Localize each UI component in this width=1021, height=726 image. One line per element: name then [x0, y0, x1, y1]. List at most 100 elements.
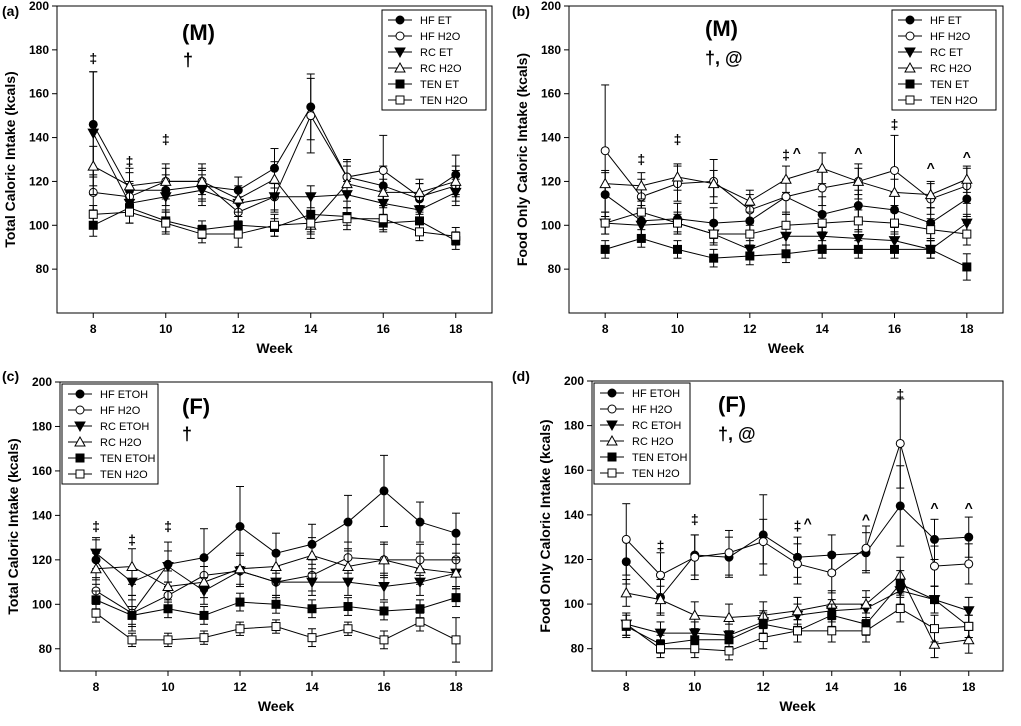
legend-symbol: [607, 404, 617, 414]
data-point: [852, 175, 865, 186]
data-point: [928, 638, 941, 649]
data-point: [620, 586, 633, 598]
significance-marker: ‡: [89, 50, 97, 66]
data-point: [827, 610, 837, 620]
x-tick-label: 16: [894, 680, 908, 694]
x-axis-label: Week: [258, 698, 295, 714]
y-tick-label: 200: [564, 374, 584, 388]
data-point: [861, 543, 871, 553]
data-point: [599, 177, 612, 189]
legend-entry: RC H2O: [100, 437, 142, 449]
plot-frame: [59, 381, 493, 672]
series-ten-h2o: [91, 603, 461, 663]
data-point: [793, 626, 802, 636]
legend-entry: HF ET: [420, 15, 452, 27]
data-point: [745, 229, 755, 239]
y-tick-label: 100: [32, 597, 52, 611]
y-tick-label: 120: [564, 552, 584, 566]
x-tick-label: 12: [232, 322, 246, 336]
x-tick-label: 12: [757, 680, 771, 694]
y-tick-label: 140: [564, 508, 584, 522]
significance-marker: ‡: [794, 517, 802, 533]
legend-symbol: [394, 61, 406, 73]
significance-marker: ^: [862, 511, 870, 527]
chart-panel-b: (b) 80 100 120 140 160 180 200 8 10 12 14 16 18 Week Fo…: [512, 0, 1004, 356]
significance-marker: ^: [927, 160, 935, 176]
data-point: [449, 175, 462, 186]
data-point: [895, 438, 905, 448]
y-tick-label: 80: [571, 642, 585, 656]
data-point: [343, 602, 353, 612]
y-tick-label: 100: [29, 218, 49, 232]
y-tick-label: 200: [32, 375, 52, 389]
data-point: [306, 218, 316, 228]
x-axis-label: Week: [256, 340, 293, 356]
chart-panel-c: (c) 80 100 120 140 160 180 200 8 10 12 14 16 18 Week To…: [2, 368, 493, 714]
x-tick-label: 14: [304, 322, 318, 336]
legend: HF ET HF H2O RC ET RC H2O TEN ET TEN H2O: [891, 9, 997, 111]
panel-label: (b): [512, 3, 530, 19]
data-point: [162, 562, 174, 573]
data-point: [161, 218, 171, 228]
data-point: [415, 227, 424, 237]
x-tick-label: 8: [93, 680, 100, 694]
data-point: [413, 186, 426, 197]
y-tick-label: 140: [541, 131, 561, 145]
data-point: [91, 595, 101, 605]
y-axis-label: Food Only Caloric Intake (kcals): [537, 419, 553, 632]
data-point: [451, 231, 461, 241]
legend-box: [61, 383, 159, 485]
x-tick-label: 12: [233, 680, 247, 694]
legend: HF ETOH HF H2O RC ETOH RC H2O TEN ETOH TEN H2…: [61, 383, 159, 485]
legend-box: [593, 382, 691, 485]
legend-entry: RC ET: [420, 47, 453, 59]
significance-marker: ‡: [891, 116, 899, 132]
data-point: [343, 624, 353, 634]
sex-tag: (F): [182, 394, 210, 419]
significance-marker: ^: [963, 149, 971, 165]
plot-frame: [56, 5, 493, 314]
significance-marker: ‡: [164, 518, 172, 534]
data-point: [378, 165, 388, 175]
data-point: [895, 604, 905, 614]
series-ten-etoh: [91, 588, 461, 625]
x-tick-label: 10: [161, 680, 175, 694]
x-tick-label: 16: [888, 322, 902, 336]
data-point: [745, 251, 755, 261]
series-ten-et: [600, 229, 972, 281]
data-point: [890, 165, 899, 175]
data-point: [656, 644, 665, 654]
data-point: [853, 216, 863, 226]
data-point: [895, 579, 905, 589]
legend-entry: RC H2O: [632, 436, 674, 448]
legend-symbol: [905, 95, 915, 105]
data-point: [451, 528, 461, 538]
data-point: [341, 177, 353, 189]
data-point: [707, 177, 720, 189]
data-point: [930, 561, 939, 571]
data-point: [690, 552, 700, 562]
legend-symbol: [395, 31, 405, 41]
data-point: [378, 553, 390, 565]
chart-panel-a: (a) 80 100 120 140 160 180 200 8 10 12 14 16 18 Week To…: [2, 0, 493, 356]
legend-entry: TEN H2O: [632, 468, 680, 480]
panel-label: (d): [512, 368, 530, 384]
x-tick-label: 18: [960, 322, 974, 336]
data-point: [377, 186, 390, 197]
significance-tag: †, @: [718, 424, 756, 444]
data-point: [379, 635, 389, 645]
data-point: [197, 229, 207, 239]
sex-tag: (F): [718, 392, 746, 417]
legend-entry: HF H2O: [420, 31, 461, 43]
series-rc-h2o: [90, 537, 462, 603]
data-point: [709, 229, 719, 239]
data-point: [690, 644, 700, 654]
legend-symbol: [607, 452, 617, 462]
x-tick-label: 8: [602, 322, 609, 336]
legend-entry: HF H2O: [632, 404, 673, 416]
legend: HF ET HF H2O RC ET RC H2O TEN ET TEN H2O: [381, 9, 487, 111]
legend-symbol: [606, 420, 618, 432]
y-tick-label: 80: [39, 642, 53, 656]
legend-entry: TEN H2O: [420, 95, 468, 107]
legend-symbol: [607, 468, 617, 478]
